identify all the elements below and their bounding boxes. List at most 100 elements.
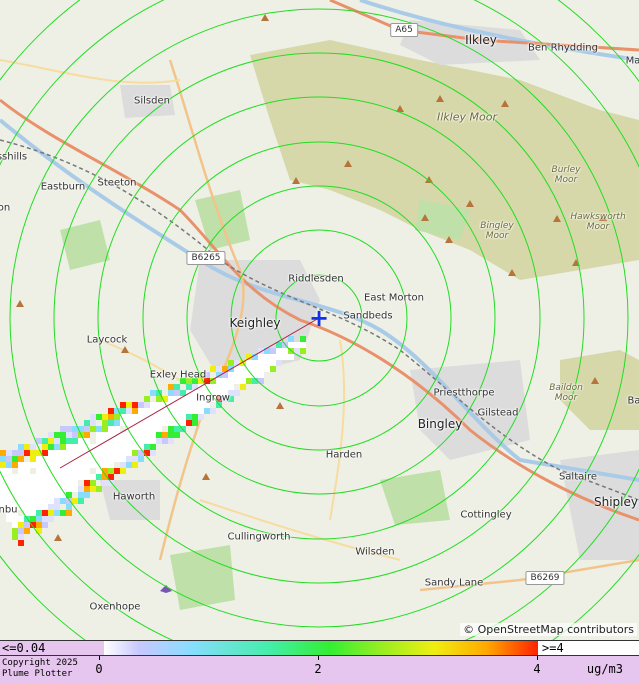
plume-cell (36, 474, 42, 480)
moor-label: Baildon Moor (549, 383, 583, 403)
plume-cell (126, 414, 132, 420)
plume-cell (36, 522, 42, 528)
plume-cell (72, 438, 78, 444)
plume-cell (222, 378, 228, 384)
plume-cell (216, 378, 222, 384)
plume-cell (168, 402, 174, 408)
map-canvas[interactable]: + Ilkley Ben Rhydding Silsden Eastburn Steet… (0, 0, 639, 640)
plume-cell (0, 462, 6, 468)
plume-cell (24, 492, 30, 498)
place-label: Steeton (97, 177, 137, 189)
moor-label: Burley Moor (551, 165, 581, 185)
plume-cell (24, 498, 30, 504)
place-label: Cullingworth (227, 531, 291, 543)
plume-cell (108, 468, 114, 474)
osm-attribution[interactable]: © OpenStreetMap contributors (460, 623, 637, 636)
plume-cell (54, 480, 60, 486)
plume-cell (192, 378, 198, 384)
plume-cell (30, 516, 36, 522)
plume-cell (36, 516, 42, 522)
plume-cell (90, 450, 96, 456)
plume-cell (48, 516, 54, 522)
plume-cell (78, 444, 84, 450)
plume-cell (162, 438, 168, 444)
plume-cell (126, 420, 132, 426)
plume-cell (42, 486, 48, 492)
plume-cell (240, 378, 246, 384)
plume-cell (300, 348, 306, 354)
plume-cell (252, 378, 258, 384)
plume-cell (96, 474, 102, 480)
plume-cell (24, 522, 30, 528)
plume-cell (186, 384, 192, 390)
place-label: nbu (0, 504, 18, 516)
plume-cell (60, 486, 66, 492)
plume-cell (132, 444, 138, 450)
plume-cell (30, 498, 36, 504)
plume-cell (48, 456, 54, 462)
plume-cell (240, 366, 246, 372)
plume-cell (24, 474, 30, 480)
legend-units: ug/m3 (586, 662, 623, 676)
plume-cell (156, 426, 162, 432)
plume-cell (42, 480, 48, 486)
plume-cell (12, 516, 18, 522)
place-label: Bingley (417, 417, 463, 431)
plume-cell (66, 498, 72, 504)
plume-cell (24, 462, 30, 468)
plume-cell (126, 462, 132, 468)
road-minor (329, 339, 346, 521)
plume-cell (264, 354, 270, 360)
plume-cell (66, 504, 72, 510)
plume-cell (66, 426, 72, 432)
plume-cell (174, 420, 180, 426)
plume-cell (12, 522, 18, 528)
plume-cell (36, 456, 42, 462)
plume-cell (12, 492, 18, 498)
plume-cell (210, 408, 216, 414)
distance-rings: + (0, 0, 639, 640)
plume-cell (96, 450, 102, 456)
plume-cell (66, 432, 72, 438)
plume-cell (156, 420, 162, 426)
plume-cell (48, 498, 54, 504)
plume-cell (24, 528, 30, 534)
plume-cell (174, 414, 180, 420)
legend-tick-2 (318, 656, 319, 660)
plume-cell (102, 468, 108, 474)
plume-cell (6, 468, 12, 474)
plume-cell (84, 480, 90, 486)
place-label: Sandy Lane (424, 577, 484, 589)
woodland (170, 545, 235, 610)
plume-cell (252, 366, 258, 372)
plume-cell (246, 360, 252, 366)
plume-cell (246, 372, 252, 378)
place-label: Oxenhope (89, 601, 141, 613)
plume-cell (6, 456, 12, 462)
plume-cell (60, 450, 66, 456)
plume-cell (192, 396, 198, 402)
plume-cell (48, 492, 54, 498)
plume-cell (120, 456, 126, 462)
plume-cell (108, 414, 114, 420)
plume-cell (6, 492, 12, 498)
urban-silsden (120, 85, 175, 118)
plume-cell (42, 516, 48, 522)
plume-cell (132, 450, 138, 456)
plume-cell (78, 468, 84, 474)
plume-cell (222, 396, 228, 402)
source-marker[interactable]: + (309, 304, 329, 332)
plume-cell (0, 468, 6, 474)
plume-cell (204, 390, 210, 396)
plume-cell (216, 396, 222, 402)
copyright-notice: Copyright 2025 Plume Plotter (2, 658, 78, 680)
plume-cell (84, 432, 90, 438)
plume-cell (132, 426, 138, 432)
road-minor (0, 59, 181, 84)
plume-cell (24, 480, 30, 486)
plume-cell (186, 378, 192, 384)
plume-cell (180, 402, 186, 408)
copyright-line-1: Copyright 2025 (2, 658, 78, 668)
place-label: Ba (627, 395, 639, 407)
plume-cell (54, 450, 60, 456)
